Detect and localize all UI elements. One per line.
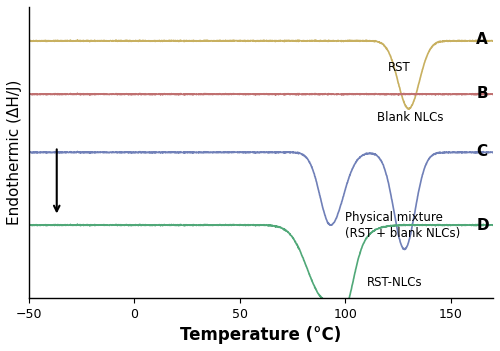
Text: C: C bbox=[476, 144, 488, 159]
Text: D: D bbox=[476, 218, 489, 233]
Text: RST: RST bbox=[388, 61, 410, 74]
Text: A: A bbox=[476, 32, 488, 47]
Text: RST-NLCs: RST-NLCs bbox=[366, 276, 422, 289]
Text: Physical mixture
(RST + blank NLCs): Physical mixture (RST + blank NLCs) bbox=[346, 211, 461, 239]
Text: Blank NLCs: Blank NLCs bbox=[377, 111, 444, 124]
Y-axis label: Endothermic (ΔH/J): Endothermic (ΔH/J) bbox=[7, 80, 22, 225]
X-axis label: Temperature (°C): Temperature (°C) bbox=[180, 326, 342, 344]
Text: B: B bbox=[476, 86, 488, 101]
